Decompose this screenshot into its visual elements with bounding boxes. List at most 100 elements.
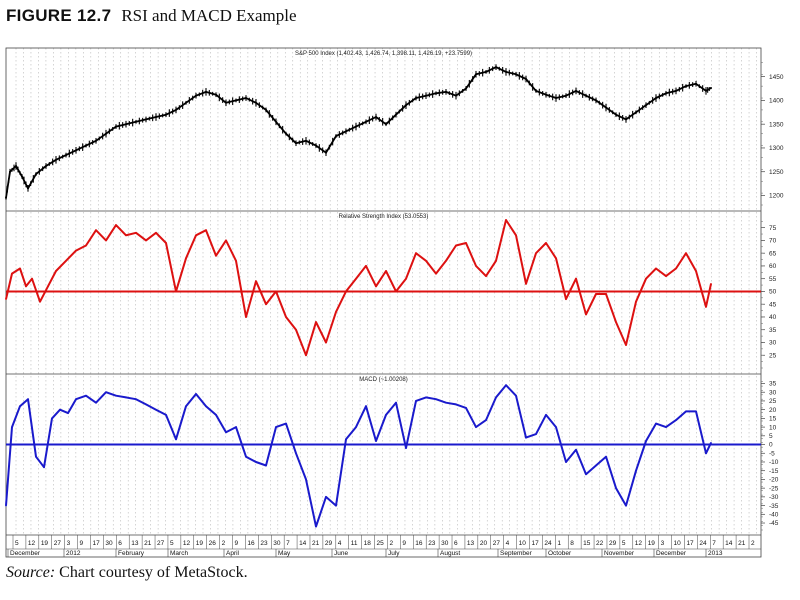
data-point-macd — [625, 504, 627, 507]
x-day-label: 4 — [338, 540, 342, 547]
x-month-label: November — [604, 550, 635, 557]
data-point-rsi — [535, 252, 537, 254]
data-point-rsi — [635, 300, 637, 303]
data-point-macd — [285, 422, 287, 425]
data-point-macd — [455, 403, 457, 406]
y-tick-label: 5 — [769, 433, 773, 440]
data-point-rsi — [505, 219, 507, 221]
data-point-macd — [295, 452, 297, 455]
data-point-rsi — [115, 224, 117, 226]
data-point-rsi — [165, 242, 167, 244]
data-point-macd — [605, 455, 607, 458]
y-tick-label: 35 — [769, 327, 777, 334]
data-point-rsi — [525, 282, 527, 285]
data-point-macd — [535, 433, 537, 435]
x-day-label: 14 — [725, 540, 733, 547]
y-tick-label: 70 — [769, 238, 777, 245]
data-point-rsi — [125, 234, 127, 237]
x-day-label: 5 — [15, 540, 19, 547]
data-point-macd — [615, 487, 617, 489]
y-tick-label: 25 — [769, 352, 777, 359]
data-point-rsi — [275, 290, 277, 293]
x-day-label: 19 — [648, 540, 656, 547]
y-tick-label: 35 — [769, 381, 777, 388]
data-point-macd — [245, 455, 247, 458]
x-day-label: 10 — [519, 540, 527, 547]
x-day-label: 19 — [196, 540, 204, 547]
data-point-macd — [445, 401, 447, 404]
data-point-rsi — [465, 242, 467, 244]
y-tick-label: -10 — [769, 459, 779, 466]
data-point-rsi — [255, 280, 257, 283]
data-point-rsi — [405, 277, 407, 280]
x-month-label: December — [10, 550, 41, 557]
x-month-label: September — [500, 550, 533, 557]
data-point-rsi — [225, 239, 227, 242]
y-tick-label: -15 — [769, 468, 779, 475]
data-point-macd — [705, 452, 707, 455]
series-line-price — [5, 66, 712, 199]
data-point-rsi — [31, 277, 33, 280]
data-point-macd — [115, 394, 117, 397]
x-month-label: 2012 — [66, 550, 81, 557]
data-point-macd — [575, 448, 577, 451]
data-point-macd — [710, 441, 712, 444]
y-tick-label: 1350 — [769, 121, 784, 128]
data-point-macd — [485, 419, 487, 421]
x-day-label: 16 — [247, 540, 255, 547]
x-day-label: 25 — [377, 540, 385, 547]
data-point-macd — [265, 464, 267, 467]
x-day-label: 6 — [118, 540, 122, 547]
data-point-macd — [235, 426, 237, 428]
x-month-label: December — [656, 550, 687, 557]
data-point-rsi — [695, 270, 697, 272]
x-day-label: 29 — [325, 540, 333, 547]
data-point-macd — [425, 396, 427, 399]
chart-frame — [5, 47, 762, 558]
x-day-label: 5 — [622, 540, 626, 547]
data-point-rsi — [685, 252, 687, 254]
data-point-macd — [75, 398, 77, 400]
y-tick-label: 40 — [769, 314, 777, 321]
data-point-rsi — [475, 265, 477, 267]
data-point-rsi — [5, 298, 7, 300]
y-tick-label: 45 — [769, 301, 777, 308]
x-day-label: 3 — [661, 540, 665, 547]
data-point-rsi — [55, 270, 57, 272]
x-day-label: 13 — [131, 540, 139, 547]
series-line-macd — [5, 384, 712, 528]
x-day-label: 7 — [286, 540, 290, 547]
data-point-rsi — [385, 270, 387, 272]
x-month-label: October — [548, 550, 572, 557]
data-point-rsi — [355, 277, 357, 280]
y-tick-label: -30 — [769, 494, 779, 501]
data-point-macd — [355, 426, 357, 428]
y-tick-label: 10 — [769, 424, 777, 431]
source-note: Source: Chart courtesy of MetaStock. — [6, 564, 248, 582]
data-point-rsi — [415, 252, 417, 254]
x-day-label: 24 — [544, 540, 552, 547]
y-tick-label: 1300 — [769, 145, 784, 152]
data-point-rsi — [47, 285, 49, 288]
x-day-label: 8 — [570, 540, 574, 547]
data-point-macd — [59, 408, 61, 411]
data-point-macd — [205, 405, 207, 407]
y-tick-label: 25 — [769, 398, 777, 405]
data-point-rsi — [675, 267, 677, 270]
x-day-label: 13 — [467, 540, 475, 547]
data-point-macd — [695, 410, 697, 413]
x-month-label: May — [278, 550, 291, 557]
source-label: Source: — [6, 564, 56, 581]
panel-title-macd: MACD (~1.00208) — [359, 377, 408, 383]
panel-title-price: S&P 500 Index (1,402.43, 1,426.74, 1,398… — [295, 51, 472, 57]
data-point-macd — [325, 496, 327, 498]
x-day-label: 26 — [209, 540, 217, 547]
data-point-rsi — [455, 244, 457, 247]
x-day-label: 14 — [299, 540, 307, 547]
x-month-label: June — [334, 550, 348, 557]
data-point-macd — [665, 426, 667, 428]
data-point-macd — [275, 426, 277, 428]
data-point-macd — [35, 455, 37, 458]
x-day-label: 2 — [389, 540, 393, 547]
x-day-label: 27 — [157, 540, 165, 547]
